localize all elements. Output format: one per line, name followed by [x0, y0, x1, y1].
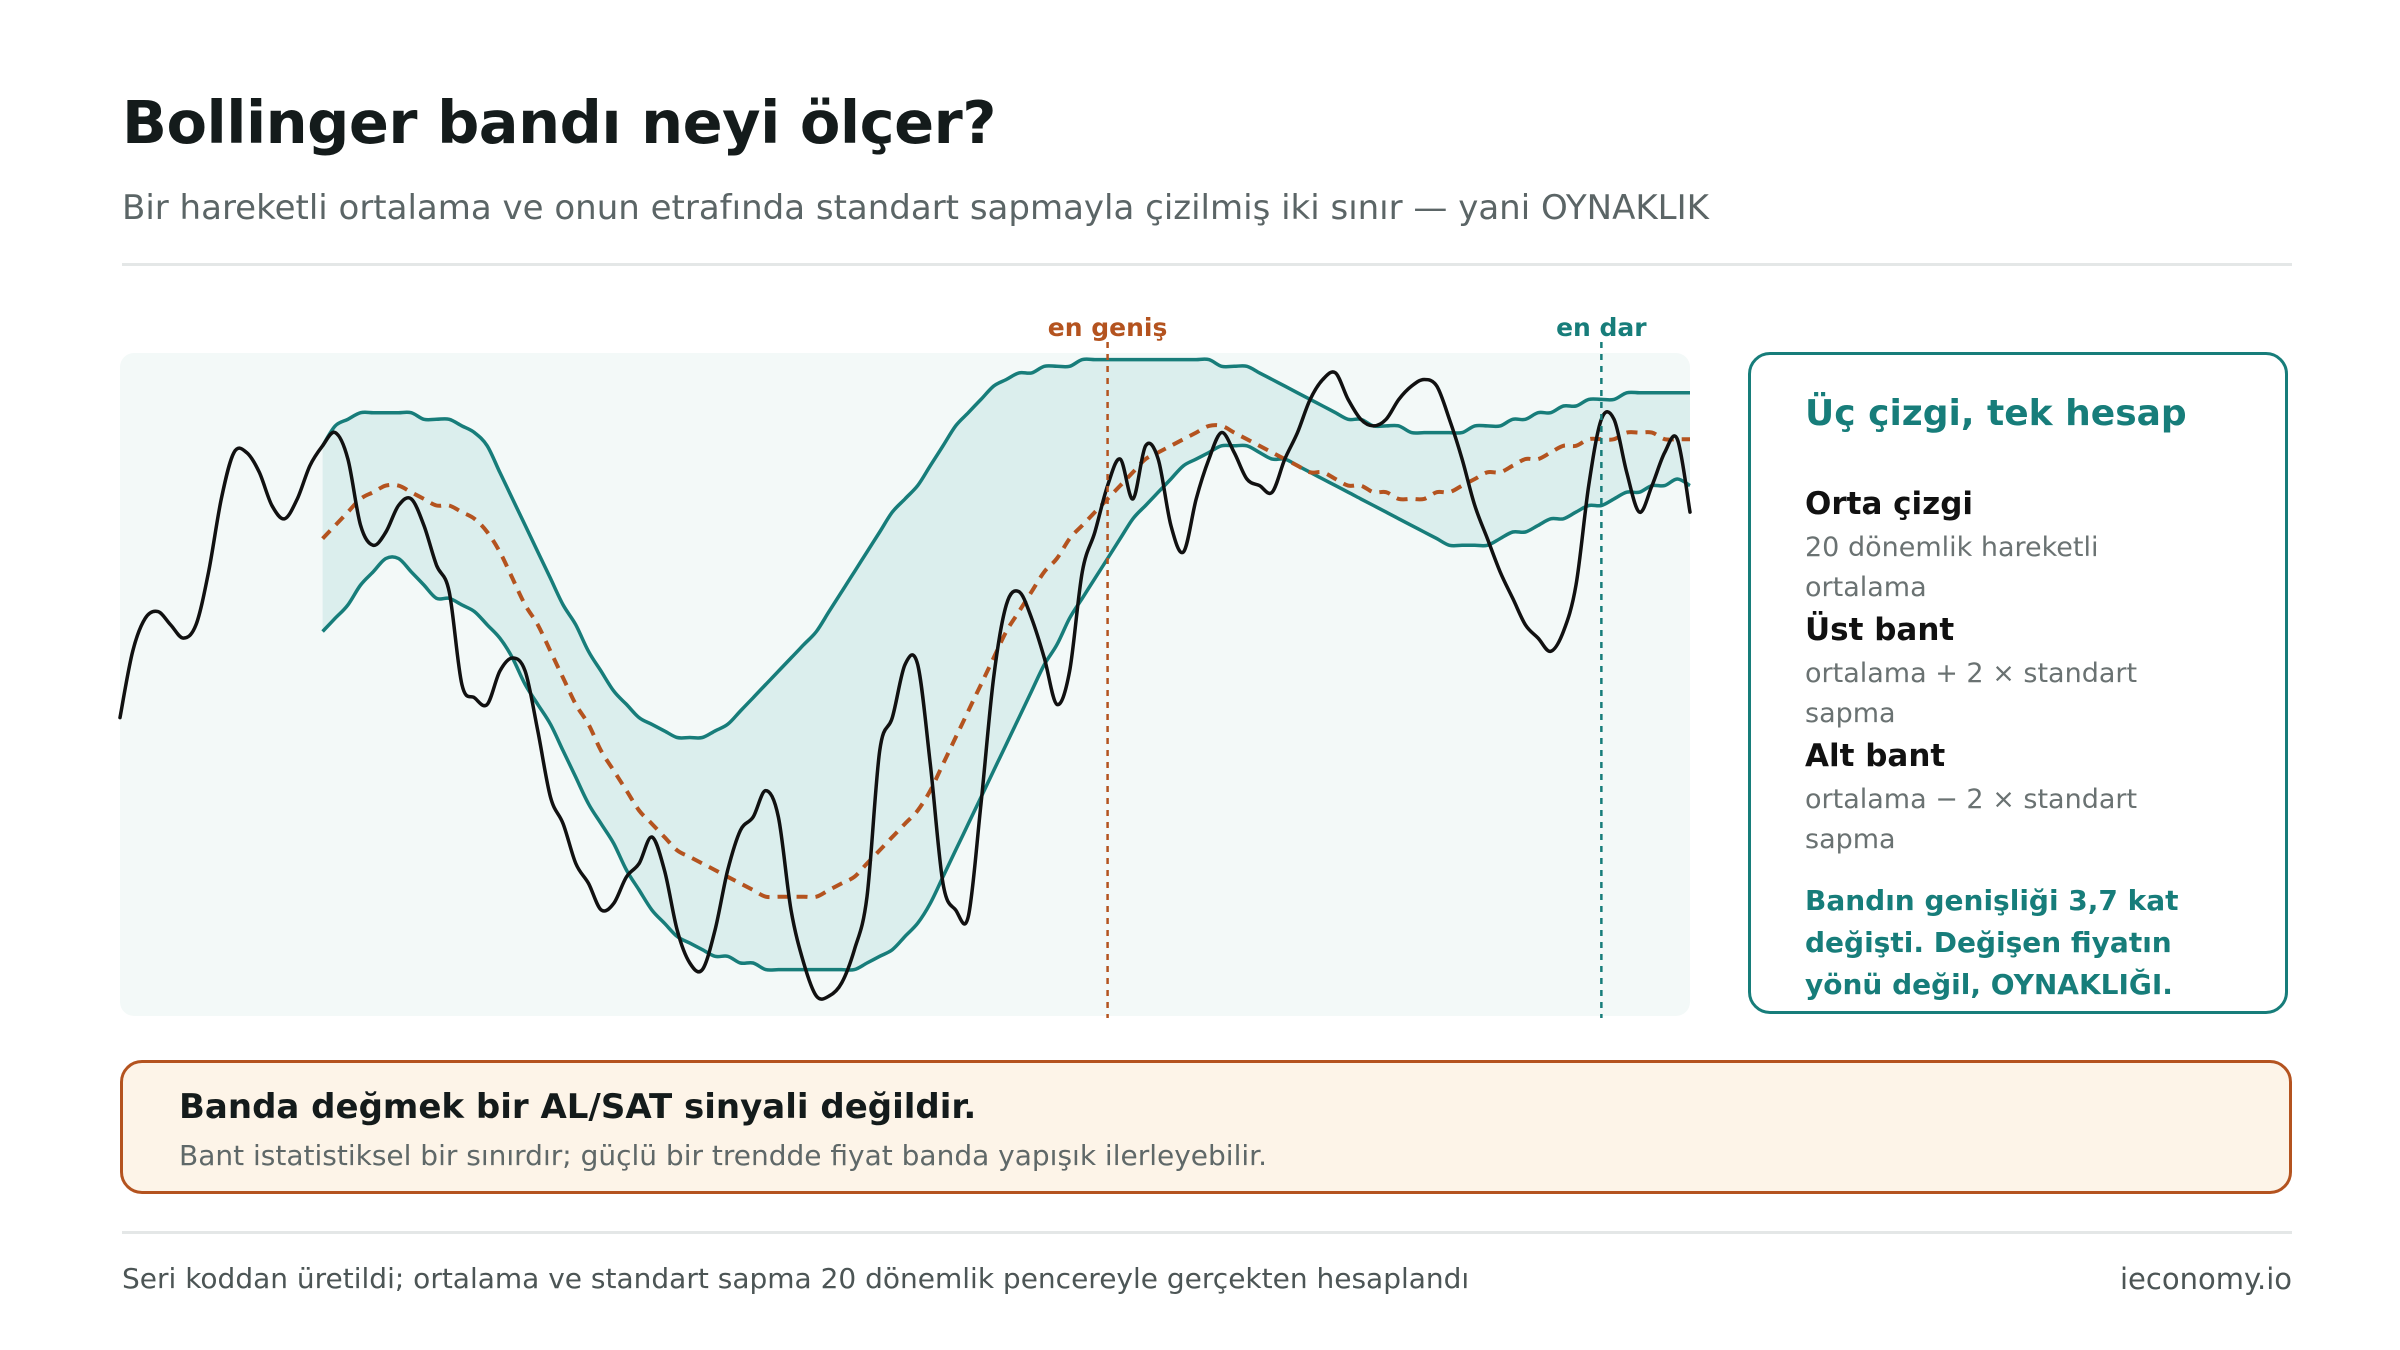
band-area	[322, 359, 1691, 971]
item-title: Üst bant	[1805, 612, 1955, 648]
price-line	[118, 370, 1692, 1001]
item-desc: ortalama + 2 × standart sapma	[1805, 658, 2138, 729]
annotation-label: en geniş	[1048, 313, 1168, 342]
item-middle: Orta çizgi 20 dönemlik hareketli ortalam…	[1805, 484, 2231, 608]
lower-band-line	[321, 443, 1691, 972]
annotation-layer: en geniş en dar	[1048, 313, 1647, 1018]
item-desc: 20 dönemlik hareketli ortalama	[1805, 532, 2099, 603]
page-subtitle: Bir hareketli ortalama ve onun etrafında…	[122, 188, 1709, 228]
item-lower: Alt bant ortalama − 2 × standart sapma	[1805, 736, 2231, 860]
card-note: Bandın genişliği 3,7 kat değişti. Değişe…	[1805, 884, 2179, 1001]
warning-desc: Bant istatistiksel bir sınırdır; güçlü b…	[179, 1139, 1267, 1172]
card-title: Üç çizgi, tek hesap	[1805, 393, 2187, 434]
item-upper: Üst bant ortalama + 2 × standart sapma	[1805, 610, 2231, 734]
item-title: Orta çizgi	[1805, 486, 1974, 522]
header-divider	[122, 263, 2292, 266]
footer-divider	[122, 1231, 2292, 1234]
item-desc: ortalama − 2 × standart sapma	[1805, 784, 2138, 855]
upper-band-line	[321, 357, 1690, 740]
warning-title: Banda değmek bir AL/SAT sinyali değildir…	[179, 1087, 977, 1127]
item-title: Alt bant	[1805, 738, 1946, 774]
warning-box: Banda değmek bir AL/SAT sinyali değildir…	[120, 1060, 2292, 1194]
annotation-label: en dar	[1556, 313, 1647, 342]
footer-note: Seri koddan üretildi; ortalama ve standa…	[122, 1262, 1470, 1295]
page-title: Bollinger bandı neyi ölçer?	[122, 88, 996, 157]
info-card: Üç çizgi, tek hesap Orta çizgi 20 döneml…	[1748, 352, 2288, 1014]
footer-brand: ieconomy.io	[2119, 1262, 2292, 1296]
